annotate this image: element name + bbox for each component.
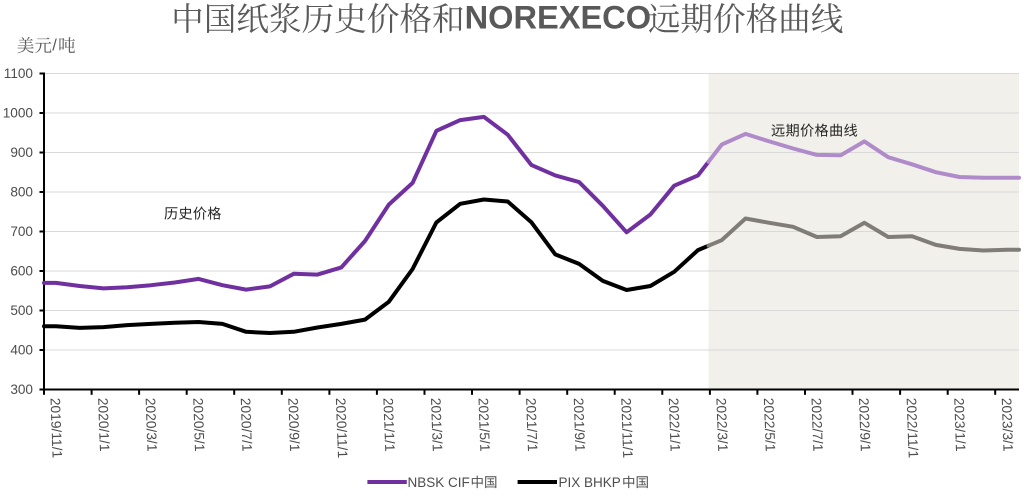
svg-text:2022/11/1: 2022/11/1 — [904, 398, 921, 459]
svg-text:600: 600 — [10, 264, 33, 279]
svg-text:2021/9/1: 2021/9/1 — [571, 398, 588, 452]
svg-text:400: 400 — [10, 343, 33, 358]
svg-text:2022/1/1: 2022/1/1 — [666, 398, 683, 452]
svg-text:900: 900 — [10, 145, 33, 160]
svg-text:2020/7/1: 2020/7/1 — [238, 398, 255, 452]
svg-text:/: / — [52, 37, 57, 55]
svg-text:2023/3/1: 2023/3/1 — [999, 398, 1016, 452]
svg-text:2020/3/1: 2020/3/1 — [143, 398, 160, 452]
svg-text:2021/3/1: 2021/3/1 — [428, 398, 445, 452]
svg-text:300: 300 — [10, 382, 33, 397]
svg-text:2021/1/1: 2021/1/1 — [380, 398, 397, 452]
svg-text:2020/11/1: 2020/11/1 — [333, 398, 350, 459]
svg-text:1100: 1100 — [4, 66, 34, 81]
svg-text:2023/1/1: 2023/1/1 — [951, 398, 968, 452]
svg-text:1000: 1000 — [3, 106, 34, 121]
svg-text:2020/9/1: 2020/9/1 — [285, 398, 302, 452]
svg-text:NOREXECO: NOREXECO — [465, 0, 651, 36]
svg-text:2021/7/1: 2021/7/1 — [523, 398, 540, 452]
svg-text:800: 800 — [10, 185, 33, 200]
svg-text:2021/5/1: 2021/5/1 — [476, 398, 493, 452]
svg-text:2020/1/1: 2020/1/1 — [95, 398, 112, 452]
svg-text:2021/11/1: 2021/11/1 — [618, 398, 635, 459]
svg-text:2020/5/1: 2020/5/1 — [190, 398, 207, 452]
svg-text:2019/11/1: 2019/11/1 — [48, 398, 65, 459]
svg-text:NBSK CIF: NBSK CIF — [408, 475, 470, 490]
svg-text:2022/7/1: 2022/7/1 — [809, 398, 826, 452]
svg-text:500: 500 — [10, 303, 33, 318]
svg-text:700: 700 — [10, 224, 33, 239]
svg-text:PIX BHKP: PIX BHKP — [559, 475, 621, 490]
svg-text:2022/5/1: 2022/5/1 — [761, 398, 778, 452]
svg-text:2022/9/1: 2022/9/1 — [856, 398, 873, 452]
svg-text:2022/3/1: 2022/3/1 — [713, 398, 730, 452]
